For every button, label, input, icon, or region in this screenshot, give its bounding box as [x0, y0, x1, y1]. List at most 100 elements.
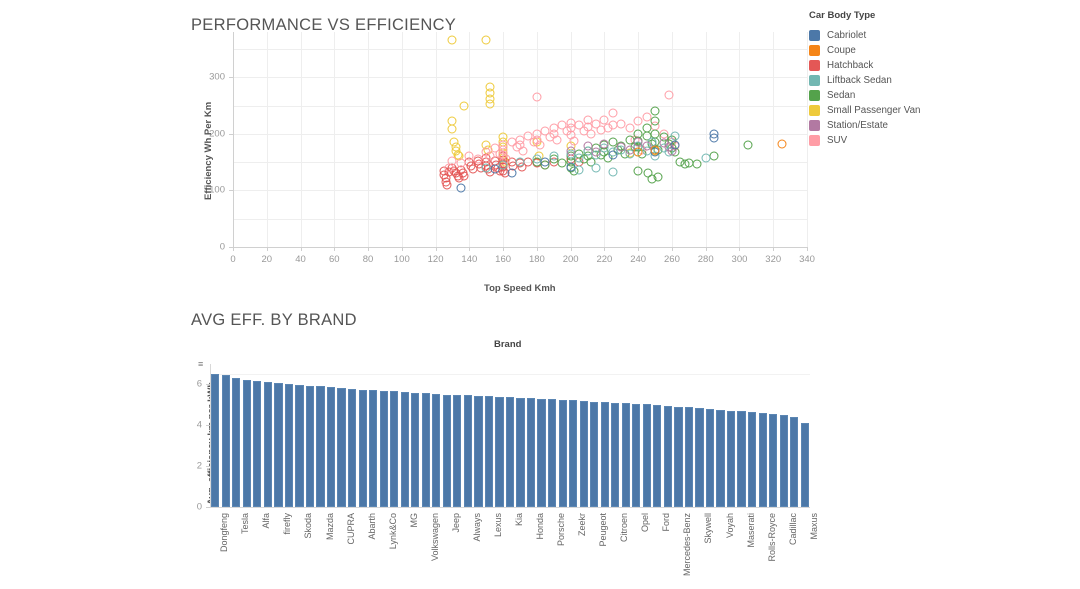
bar[interactable]	[663, 405, 672, 507]
bar[interactable]	[274, 382, 283, 507]
bar[interactable]	[737, 411, 746, 507]
bar[interactable]	[253, 380, 262, 507]
bar[interactable]	[600, 402, 609, 507]
scatter-point[interactable]	[643, 168, 653, 178]
scatter-point[interactable]	[633, 137, 643, 147]
legend-item-small-passenger-van[interactable]: Small Passenger Van	[809, 103, 1000, 118]
scatter-point[interactable]	[485, 151, 495, 161]
scatter-point[interactable]	[459, 101, 469, 111]
scatter-point[interactable]	[670, 140, 680, 150]
bar[interactable]	[232, 378, 241, 507]
bar[interactable]	[769, 413, 778, 507]
scatter-point[interactable]	[586, 157, 596, 167]
bar[interactable]	[674, 406, 683, 507]
bar[interactable]	[621, 403, 630, 507]
scatter-point[interactable]	[650, 106, 660, 116]
scatter-point[interactable]	[650, 116, 660, 126]
legend-item-liftback-sedan[interactable]: Liftback Sedan	[809, 73, 1000, 88]
bar[interactable]	[800, 423, 809, 507]
bar[interactable]	[526, 398, 536, 507]
bar[interactable]	[537, 398, 546, 507]
scatter-point[interactable]	[532, 92, 542, 102]
bar[interactable]	[295, 385, 304, 507]
bar[interactable]	[211, 374, 220, 507]
scatter-point[interactable]	[442, 180, 452, 190]
scatter-point[interactable]	[599, 139, 609, 149]
scatter-point[interactable]	[591, 147, 601, 157]
scatter-point[interactable]	[566, 162, 576, 172]
scatter-point[interactable]	[743, 140, 753, 150]
scatter-plot-area[interactable]: 0 20 40 60 80 100 120 140 160 180 200 220 240 260 280 3…	[209, 32, 815, 265]
scatter-point[interactable]	[485, 99, 495, 109]
bar[interactable]	[411, 392, 420, 507]
scatter-point[interactable]	[507, 168, 517, 178]
bar[interactable]	[369, 390, 378, 507]
scatter-point[interactable]	[701, 153, 711, 163]
scatter-point[interactable]	[552, 135, 562, 144]
scatter-point[interactable]	[535, 140, 545, 150]
bar[interactable]	[221, 374, 230, 507]
bar[interactable]	[453, 395, 462, 507]
scatter-point[interactable]	[583, 141, 593, 151]
scatter-point[interactable]	[591, 119, 601, 129]
bar[interactable]	[379, 390, 388, 507]
scatter-point[interactable]	[447, 124, 457, 134]
bar[interactable]	[590, 401, 599, 507]
bar[interactable]	[316, 386, 325, 507]
scatter-point[interactable]	[653, 172, 663, 182]
bar[interactable]	[779, 414, 788, 507]
bar[interactable]	[579, 400, 588, 507]
scatter-point[interactable]	[709, 151, 719, 161]
scatter-point[interactable]	[456, 158, 466, 168]
legend-item-cabriolet[interactable]: Cabriolet	[809, 28, 1000, 43]
bar-plot-area[interactable]: 0 2 4 6 Dongfeng Tesla Alfa firefly Skoda Mazda CU…	[197, 364, 819, 576]
bar[interactable]	[790, 416, 799, 507]
bar[interactable]	[611, 402, 620, 507]
scatter-point[interactable]	[490, 164, 500, 174]
bar[interactable]	[653, 404, 662, 507]
bar[interactable]	[716, 409, 725, 507]
scatter-point[interactable]	[540, 157, 550, 167]
bar[interactable]	[548, 399, 557, 507]
bar[interactable]	[705, 408, 715, 507]
scatter-point[interactable]	[518, 146, 528, 156]
scatter-point[interactable]	[625, 123, 635, 133]
scatter-point[interactable]	[664, 90, 674, 100]
scatter-point[interactable]	[633, 166, 643, 176]
scatter-point[interactable]	[566, 146, 576, 156]
scatter-point[interactable]	[591, 163, 601, 173]
scatter-point[interactable]	[498, 160, 508, 170]
scatter-point[interactable]	[608, 108, 618, 118]
bar[interactable]	[558, 399, 567, 507]
bar[interactable]	[390, 390, 399, 507]
scatter-point[interactable]	[642, 112, 652, 122]
legend-item-suv[interactable]: SUV	[809, 133, 1000, 148]
scatter-point[interactable]	[515, 157, 525, 167]
bar[interactable]	[421, 393, 430, 507]
bar[interactable]	[442, 394, 451, 507]
bar[interactable]	[305, 385, 315, 507]
scatter-point[interactable]	[709, 133, 719, 143]
scatter-point[interactable]	[633, 147, 643, 157]
legend-item-station-estate[interactable]: Station/Estate	[809, 118, 1000, 133]
bar[interactable]	[337, 388, 346, 507]
scatter-point[interactable]	[659, 138, 668, 148]
scatter-point[interactable]	[650, 145, 660, 155]
scatter-point[interactable]	[481, 35, 491, 45]
scatter-point[interactable]	[633, 116, 643, 126]
scatter-point[interactable]	[670, 131, 680, 141]
bar[interactable]	[569, 400, 578, 507]
scatter-point[interactable]	[549, 151, 559, 161]
legend-item-hatchback[interactable]: Hatchback	[809, 58, 1000, 73]
bar[interactable]	[432, 393, 441, 507]
bar[interactable]	[758, 413, 767, 507]
scatter-point[interactable]	[574, 153, 584, 163]
scatter-point[interactable]	[692, 159, 702, 169]
bar[interactable]	[263, 381, 272, 507]
scatter-point[interactable]	[447, 35, 457, 45]
scatter-point[interactable]	[459, 171, 469, 181]
bar[interactable]	[358, 389, 367, 507]
scatter-point[interactable]	[586, 129, 596, 139]
bar[interactable]	[695, 407, 704, 507]
bar[interactable]	[516, 397, 525, 507]
